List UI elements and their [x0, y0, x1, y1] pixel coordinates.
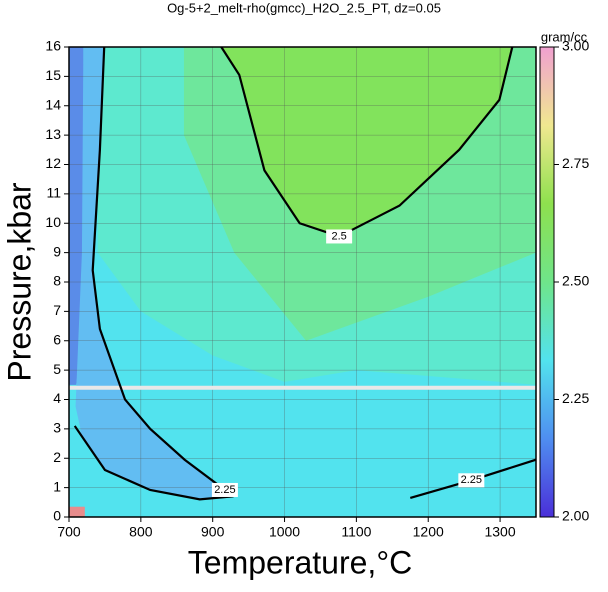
y-tick-label: 2 [53, 449, 61, 465]
density-region [221, 47, 513, 237]
y-tick-label: 8 [53, 273, 61, 289]
y-tick-label: 14 [45, 96, 61, 112]
y-tick-label: 1 [53, 478, 61, 494]
y-tick-label: 5 [53, 361, 61, 377]
colorbar-label: gram/cc [541, 29, 588, 44]
density-region [69, 506, 85, 517]
colorbar [539, 46, 555, 518]
x-tick-label: 700 [57, 524, 81, 540]
x-tick-label: 1300 [484, 524, 515, 540]
colorbar-tick-label: 3.00 [562, 38, 589, 54]
contour-label-bg [458, 473, 485, 488]
colorbar-tick-label: 2.50 [562, 273, 589, 289]
contour-label-bg [326, 229, 353, 244]
x-tick-label: 1100 [341, 524, 371, 540]
contour-label-bg [211, 482, 238, 497]
y-tick-label: 11 [46, 185, 61, 201]
y-tick-label: 15 [45, 67, 61, 83]
y-tick-label: 9 [53, 243, 61, 259]
y-tick-label: 7 [53, 302, 61, 318]
contour-label: 2.5 [331, 230, 346, 242]
fields: 2.5 2.25 2.25 [69, 47, 536, 517]
contour-label: 2.25 [214, 484, 235, 496]
x-tick-label: 800 [129, 524, 153, 540]
density-region [69, 399, 81, 503]
colorbar-tick-label: 2.75 [562, 155, 589, 171]
y-tick-label: 4 [53, 390, 61, 406]
x-tick-label: 1000 [269, 524, 300, 540]
y-tick-label: 12 [45, 155, 61, 171]
chart-title: Og-5+2_melt-rho(gmcc)_H2O_2.5_PT, dz=0.0… [167, 0, 441, 15]
colorbar-tick-label: 2.00 [562, 508, 589, 524]
colorbar-tick-label: 2.25 [562, 390, 589, 406]
plot-area: 2.5 2.25 2.25 [68, 46, 537, 518]
x-tick-label: 900 [201, 524, 225, 540]
y-tick-label: 6 [53, 331, 61, 347]
y-tick-label: 16 [45, 38, 61, 54]
y-tick-label: 0 [53, 508, 61, 524]
y-tick-label: 3 [53, 420, 61, 436]
x-axis-label: Temperature,°C [188, 544, 412, 580]
y-tick-label: 13 [45, 126, 61, 142]
y-axis-label: Pressure,kbar [1, 182, 37, 382]
contour-line [73, 47, 234, 501]
x-tick-label: 1200 [413, 524, 444, 540]
y-tick-label: 10 [45, 214, 61, 230]
contour-label: 2.25 [461, 474, 482, 486]
